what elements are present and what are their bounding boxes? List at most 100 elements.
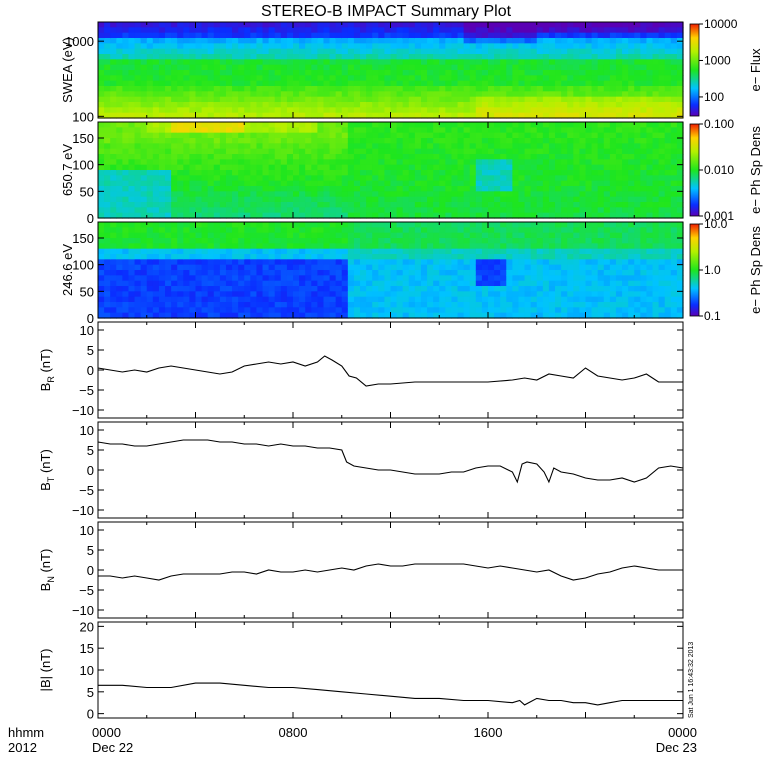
heatmap-cell [244,232,251,239]
heatmap-cell [146,227,154,234]
heatmap-cell [634,43,641,50]
heatmap-cell [585,64,593,71]
heatmap-cell [98,307,105,314]
heatmap-cell [183,302,190,308]
heatmap-cell [451,96,459,103]
heatmap-cell [396,54,404,60]
heatmap-cell [646,22,654,28]
heatmap-cell [475,238,483,244]
heatmap-cell [317,202,325,208]
heatmap-cell [128,232,136,239]
heatmap-cell [622,127,629,134]
heatmap-cell [341,38,349,44]
heatmap-cell [646,64,654,71]
heatmap-cell [116,54,123,60]
heatmap-cell [488,291,495,298]
heatmap-cell [390,232,398,239]
heatmap-cell [488,32,495,39]
heatmap-cell [232,48,239,55]
heatmap-cell [676,102,684,108]
heatmap-cell [250,275,258,282]
heatmap-cell [244,154,251,160]
heatmap-cell [609,127,617,134]
heatmap-cell [555,48,562,55]
heatmap-cell [542,70,550,76]
heatmap-cell [408,59,416,66]
heatmap-cell [408,222,416,228]
swea-ylabel: SWEA (eV) [60,37,75,103]
heatmap-cell [256,80,264,87]
heatmap-cell [219,164,227,171]
heatmap-cell [609,27,617,34]
heatmap-cell [427,191,434,198]
heatmap-cell [104,96,111,103]
heatmap-cell [238,148,245,155]
heatmap-cell [250,91,258,98]
heatmap-cell [500,164,507,171]
heatmap-cell [268,207,276,214]
heatmap-cell [305,122,312,128]
heatmap-cell [299,175,306,182]
heatmap-cell [360,302,367,308]
heatmap-cell [116,212,123,219]
heatmap-cell [548,186,556,192]
heatmap-cell [542,32,550,39]
heatmap-cell [189,38,197,44]
heatmap-cell [390,148,398,155]
heatmap-cell [225,148,233,155]
heatmap-cell [262,180,270,187]
heatmap-cell [420,196,428,203]
heatmap-cell [433,59,440,66]
heatmap-cell [335,302,343,308]
heatmap-cell [219,196,227,203]
heatmap-cell [341,291,349,298]
heatmap-cell [146,148,154,155]
heatmap-cell [427,264,434,271]
heatmap-cell [579,232,587,239]
heatmap-cell [414,102,422,108]
heatmap-cell [488,70,495,76]
heatmap-cell [305,48,312,55]
heatmap-cell [609,86,617,92]
heatmap-cell [622,138,629,144]
heatmap-cell [293,112,300,119]
heatmap-cell [262,102,270,108]
heatmap-cell [402,254,410,260]
heatmap-cell [238,86,245,92]
heatmap-cell [274,164,282,171]
heatmap-cell [500,302,507,308]
heatmap-cell [622,43,629,50]
heatmap-cell [433,270,440,276]
heatmap-cell [341,143,349,150]
heatmap-cell [250,148,258,155]
heatmap-cell [506,227,513,234]
heatmap-cell [134,107,142,114]
heatmap-cell [323,264,331,271]
heatmap-cell [488,132,495,139]
heatmap-cell [104,112,111,119]
heatmap-cell [152,286,160,292]
heatmap-cell [104,75,111,82]
heatmap-cell [311,112,318,119]
heatmap-cell [286,32,294,39]
heatmap-cell [506,291,513,298]
heatmap-cell [658,138,666,144]
heatmap-cell [201,148,209,155]
heatmap-cell [329,48,337,55]
heatmap-cell [213,164,221,171]
heatmap-cell [408,80,416,87]
heatmap-cell [268,280,276,287]
heatmap-cell [640,27,648,34]
heatmap-cell [274,307,282,314]
heatmap-cell [116,296,123,303]
heatmap-cell [524,143,532,150]
heatmap-cell [280,59,288,66]
heatmap-cell [481,280,489,287]
heatmap-cell [451,64,459,71]
heatmap-cell [457,86,465,92]
heatmap-cell [268,102,276,108]
heatmap-cell [628,107,635,114]
heatmap-cell [104,48,111,55]
heatmap-cell [567,75,574,82]
heatmap-cell [439,270,446,276]
